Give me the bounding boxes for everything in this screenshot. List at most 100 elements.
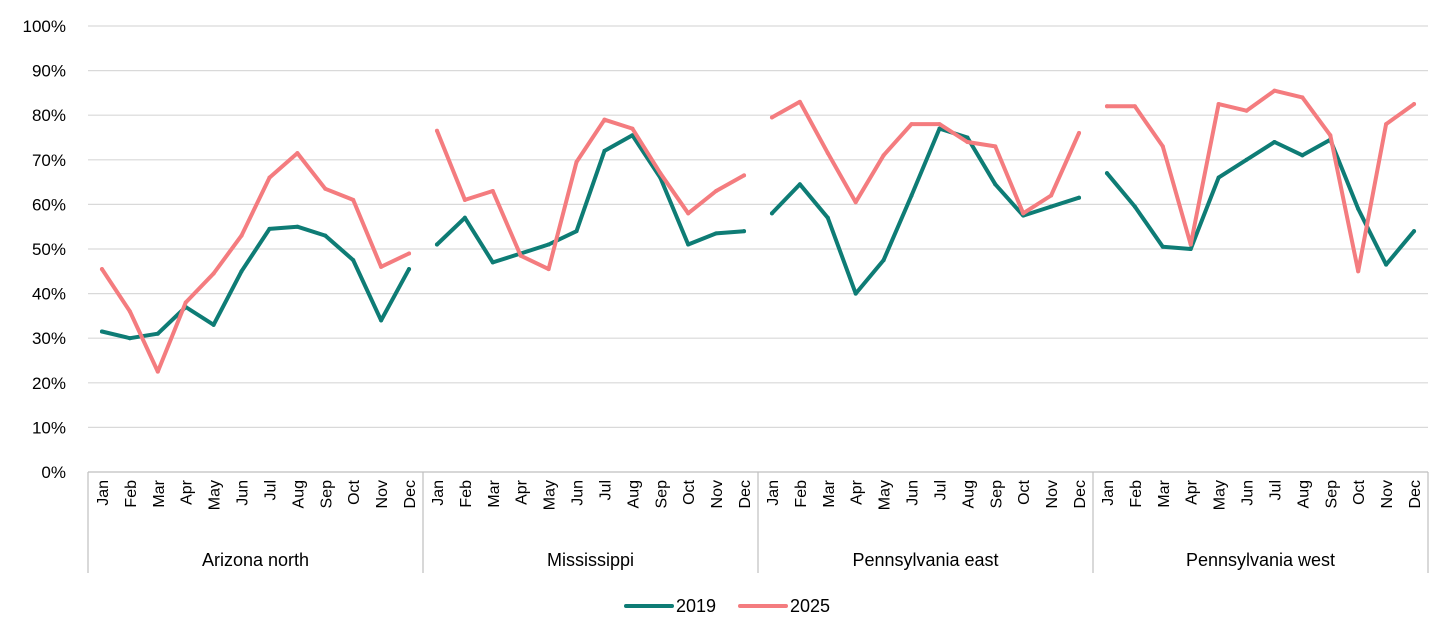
series-line-2025-arizona-north xyxy=(100,151,411,374)
x-tick-label: Apr xyxy=(1184,479,1201,505)
data-point-2019 xyxy=(1216,175,1221,180)
data-point-2025 xyxy=(602,117,607,122)
series-line-2019-pennsylvania-west xyxy=(1105,137,1416,267)
data-point-2025 xyxy=(1021,211,1026,216)
data-point-2019 xyxy=(462,215,467,220)
data-point-2025 xyxy=(1049,193,1054,198)
data-point-2025 xyxy=(1077,131,1082,136)
x-tick-label: May xyxy=(877,480,894,510)
data-point-2019 xyxy=(686,242,691,247)
data-point-2019 xyxy=(1412,229,1417,234)
data-point-2019 xyxy=(825,215,830,220)
data-point-2019 xyxy=(797,182,802,187)
data-point-2025 xyxy=(295,151,300,156)
x-tick-label: Feb xyxy=(458,480,475,508)
data-point-2019 xyxy=(1356,206,1361,211)
x-tick-label: Mar xyxy=(486,479,503,507)
data-point-2025 xyxy=(574,160,579,165)
data-point-2019 xyxy=(630,133,635,138)
x-tick-label: Nov xyxy=(709,480,726,508)
y-tick-label: 90% xyxy=(32,62,66,81)
data-point-2025 xyxy=(1132,104,1137,109)
data-point-2025 xyxy=(769,115,774,120)
data-point-2025 xyxy=(742,173,747,178)
data-point-2019 xyxy=(1384,262,1389,267)
data-point-2025 xyxy=(965,139,970,144)
data-point-2019 xyxy=(1300,153,1305,158)
x-tick-label: Jul xyxy=(932,480,949,500)
x-tick-label: Aug xyxy=(290,480,307,508)
x-tick-label: Jan xyxy=(430,480,447,506)
x-tick-label: Jul xyxy=(1267,480,1284,500)
group-label: Pennsylvania east xyxy=(852,550,998,570)
y-tick-label: 30% xyxy=(32,329,66,348)
data-point-2019 xyxy=(881,258,886,263)
group-label: Mississippi xyxy=(547,550,634,570)
data-point-2025 xyxy=(1356,269,1361,274)
legend-label: 2025 xyxy=(790,596,830,616)
data-point-2019 xyxy=(407,267,412,272)
data-point-2025 xyxy=(1160,144,1165,149)
x-tick-label: Oct xyxy=(346,479,363,504)
data-point-2019 xyxy=(1244,157,1249,162)
data-point-2025 xyxy=(1412,102,1417,107)
data-point-2025 xyxy=(714,189,719,194)
data-point-2025 xyxy=(1328,133,1333,138)
data-point-2019 xyxy=(1077,195,1082,200)
x-tick-label: Jan xyxy=(765,480,782,506)
x-tick-label: Jun xyxy=(905,480,922,506)
x-tick-label: Mar xyxy=(1156,479,1173,507)
data-point-2025 xyxy=(323,186,328,191)
x-tick-label: Apr xyxy=(179,479,196,505)
data-point-2019 xyxy=(239,269,244,274)
gridlines xyxy=(88,25,1428,473)
data-point-2025 xyxy=(1104,104,1109,109)
data-point-2025 xyxy=(1216,102,1221,107)
data-point-2019 xyxy=(1104,171,1109,176)
data-point-2025 xyxy=(1272,88,1277,93)
series-line-2025-pennsylvania-east xyxy=(770,99,1081,216)
x-tick-label: Apr xyxy=(849,479,866,505)
data-point-2025 xyxy=(99,267,104,272)
x-tick-label: Aug xyxy=(625,480,642,508)
data-point-2025 xyxy=(853,200,858,205)
data-point-2019 xyxy=(965,135,970,140)
x-tick-label: Nov xyxy=(1044,480,1061,508)
x-tick-label: Jun xyxy=(1240,480,1257,506)
data-point-2019 xyxy=(546,242,551,247)
data-point-2019 xyxy=(602,148,607,153)
data-point-2025 xyxy=(1188,242,1193,247)
data-point-2025 xyxy=(1300,95,1305,100)
x-tick-label: Nov xyxy=(374,480,391,508)
x-tick-label: Aug xyxy=(1295,480,1312,508)
x-tick-label: May xyxy=(542,480,559,510)
x-tick-label: Apr xyxy=(514,479,531,505)
group-label: Pennsylvania west xyxy=(1186,550,1335,570)
x-tick-label: Mar xyxy=(821,479,838,507)
y-tick-label: 80% xyxy=(32,106,66,125)
y-tick-label: 70% xyxy=(32,151,66,170)
data-point-2025 xyxy=(127,309,132,314)
x-tick-label: May xyxy=(1212,480,1229,510)
y-tick-label: 50% xyxy=(32,240,66,259)
data-point-2019 xyxy=(211,322,216,327)
data-point-2025 xyxy=(686,211,691,216)
data-point-2025 xyxy=(546,267,551,272)
data-point-2019 xyxy=(853,291,858,296)
y-tick-label: 40% xyxy=(32,285,66,304)
legend: 2019 2025 xyxy=(624,596,830,616)
x-tick-label: Mar xyxy=(151,479,168,507)
data-point-2019 xyxy=(769,211,774,216)
x-tick-label: Sep xyxy=(1323,480,1340,509)
data-point-2019 xyxy=(742,229,747,234)
data-point-2025 xyxy=(379,264,384,269)
data-point-2019 xyxy=(1160,244,1165,249)
data-point-2025 xyxy=(462,197,467,202)
data-point-2019 xyxy=(937,126,942,131)
y-axis: 0% 10% 20% 30% 40% 50% 60% 70% 80% 90% 100% xyxy=(23,17,66,482)
data-point-2019 xyxy=(714,231,719,236)
x-tick-label: Oct xyxy=(1351,479,1368,504)
data-point-2025 xyxy=(407,251,412,256)
data-point-2019 xyxy=(351,258,356,263)
